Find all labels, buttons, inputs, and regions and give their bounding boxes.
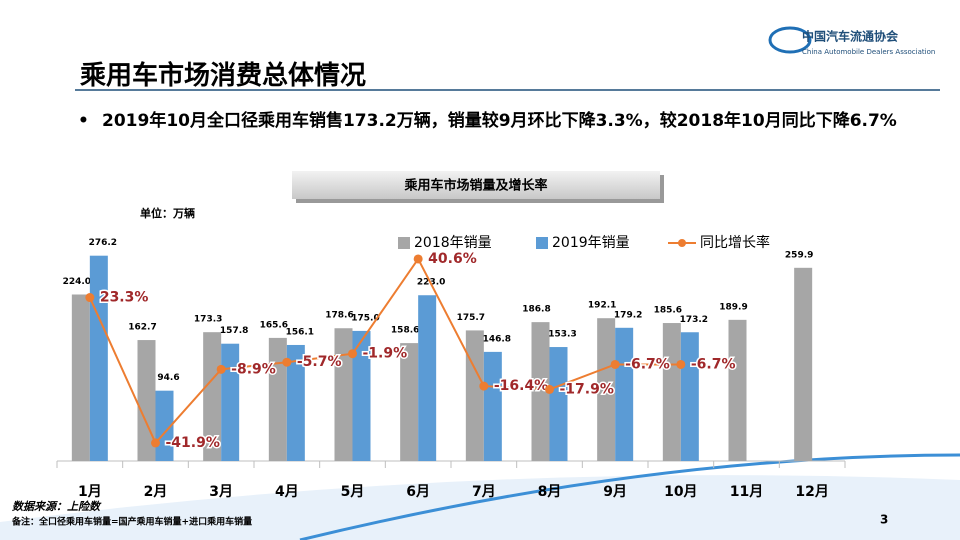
data-label: -5.7% xyxy=(297,354,342,370)
bullet-text: 2019年10月全口径乘用车销售173.2万辆，销量较9月环比下降3.3%，较2… xyxy=(102,111,897,131)
line-point xyxy=(216,364,226,374)
data-label: -8.9% xyxy=(231,361,276,377)
x-tick-label: 8月 xyxy=(538,484,562,500)
bar xyxy=(728,319,747,461)
data-label: 162.7 xyxy=(128,323,156,333)
x-tick-label: 11月 xyxy=(730,484,763,500)
x-tick-label: 9月 xyxy=(603,484,627,500)
bar xyxy=(400,343,419,461)
bar xyxy=(662,323,681,461)
legend-label: 2018年销量 xyxy=(414,235,492,251)
x-tick-label: 4月 xyxy=(275,484,299,500)
data-label: 185.6 xyxy=(654,306,682,316)
chart-title-box xyxy=(292,171,660,199)
data-label: 156.1 xyxy=(286,327,314,337)
line xyxy=(88,257,681,445)
unit-label: 单位：万辆 xyxy=(140,206,195,220)
data-label: 158.6 xyxy=(391,326,419,336)
bar xyxy=(221,343,240,461)
note: 备注：全口径乘用车销量=国产乘用车销量+进口乘用车销量 xyxy=(11,516,252,528)
data-label: 23.3% xyxy=(100,290,149,306)
legend-label: 同比增长率 xyxy=(700,234,770,251)
footer-swoosh-line xyxy=(299,453,960,540)
bar xyxy=(352,330,371,461)
line-point xyxy=(282,357,292,367)
data-label: 175.7 xyxy=(457,313,485,323)
line-point xyxy=(413,254,423,264)
x-tick-label: 3月 xyxy=(209,484,233,500)
bar xyxy=(549,347,568,461)
line-point xyxy=(151,438,160,448)
bar xyxy=(483,351,502,461)
line-point xyxy=(85,293,95,303)
data-label: -17.9% xyxy=(560,381,614,397)
data-label: 192.1 xyxy=(588,301,616,311)
bar xyxy=(465,330,484,461)
bar xyxy=(597,318,616,461)
line-point xyxy=(676,359,686,369)
source: 数据来源：上险数 xyxy=(12,500,102,513)
legend-dot xyxy=(678,239,686,247)
bar xyxy=(531,322,550,461)
slide-title: 乘用车市场消费总体情况 xyxy=(80,61,367,91)
bar xyxy=(286,344,305,461)
data-label: 40.6% xyxy=(428,251,477,267)
data-label: 175.0 xyxy=(351,313,379,323)
line-point xyxy=(610,359,620,369)
x-tick-label: 5月 xyxy=(341,484,365,500)
data-label: 178.6 xyxy=(325,311,353,321)
data-label: -41.9% xyxy=(166,435,220,451)
bar xyxy=(155,390,174,461)
footer-swoosh xyxy=(0,475,960,540)
data-label: 179.2 xyxy=(614,310,642,320)
data-label: 173.2 xyxy=(680,315,708,325)
x-tick-label: 2月 xyxy=(144,484,168,500)
x-tick-label: 10月 xyxy=(664,484,697,500)
data-label: 259.9 xyxy=(785,250,813,260)
logo-cn: 中国汽车流通协会 xyxy=(802,29,899,44)
page-number: 3 xyxy=(880,513,888,527)
x-tick-label: 6月 xyxy=(406,484,430,500)
chart-title: 乘用车市场销量及增长率 xyxy=(403,178,547,194)
data-label: -6.7% xyxy=(691,356,736,372)
data-label: -6.7% xyxy=(625,356,670,372)
bar xyxy=(680,332,699,461)
bar xyxy=(418,295,437,461)
x-tick-label: 7月 xyxy=(472,484,496,500)
bullet: • 2019年10月全口径乘用车销售173.2万辆，销量较9月环比下降3.3%，较… xyxy=(78,111,897,131)
bar xyxy=(615,327,634,461)
line-point xyxy=(348,349,357,359)
data-label: -16.4% xyxy=(494,378,548,394)
x-tick-label: 1月 xyxy=(78,484,102,500)
data-label: 157.8 xyxy=(220,326,248,336)
data-label: 146.8 xyxy=(483,334,511,344)
legend-label: 2019年销量 xyxy=(552,235,630,251)
x-tick-label: 12月 xyxy=(795,484,828,500)
data-label: 165.6 xyxy=(260,320,288,330)
legend-swatch xyxy=(398,237,410,249)
data-label: 186.8 xyxy=(522,305,550,315)
bar xyxy=(334,328,353,461)
data-label: 94.6 xyxy=(157,373,179,383)
logo-en: China Automobile Dealers Association xyxy=(802,48,935,56)
legend-swatch xyxy=(536,237,548,249)
bar xyxy=(268,337,287,461)
bar xyxy=(203,332,222,461)
data-label: 189.9 xyxy=(719,302,747,312)
bar xyxy=(71,294,90,461)
bar xyxy=(794,267,813,461)
data-label: 153.3 xyxy=(548,330,576,340)
logo-icon xyxy=(768,26,812,54)
line-point xyxy=(479,381,489,391)
data-label: 173.3 xyxy=(194,315,222,325)
line-point xyxy=(545,384,554,394)
data-label: -1.9% xyxy=(363,346,408,362)
data-label: 224.0 xyxy=(63,277,91,287)
data-label: 276.2 xyxy=(89,238,117,248)
bar xyxy=(89,255,108,461)
